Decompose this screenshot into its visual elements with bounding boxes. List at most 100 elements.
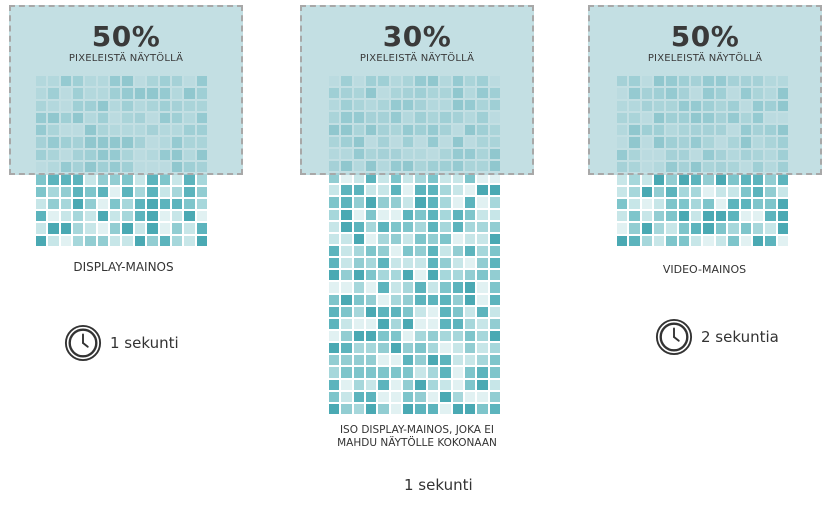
pixel-tile xyxy=(477,331,488,342)
pixel-tile xyxy=(85,174,96,185)
display-ad-label: DISPLAY-MAINOS xyxy=(73,260,174,274)
pixel-tile xyxy=(629,211,640,222)
pixel-tile xyxy=(415,185,426,196)
pixel-tile xyxy=(196,211,207,222)
pixel-tile xyxy=(378,221,389,232)
pixel-tile xyxy=(477,270,488,281)
pixel-tile xyxy=(452,343,463,354)
pixel-tile xyxy=(341,367,352,378)
pixel-tile xyxy=(60,198,72,210)
pixel-tile xyxy=(403,355,414,366)
pixel-tile xyxy=(341,318,352,329)
pixel-tile xyxy=(427,318,439,329)
pixel-tile xyxy=(464,185,476,196)
pixel-tile xyxy=(777,174,788,185)
pixel-tile xyxy=(728,223,739,234)
pixel-tile xyxy=(489,270,500,281)
pixel-tile xyxy=(378,355,389,366)
pixel-tile xyxy=(366,294,377,305)
pixel-tile xyxy=(329,306,340,317)
pixel-tile xyxy=(678,174,690,185)
pixel-tile xyxy=(196,174,207,185)
pixel-tile xyxy=(415,282,426,293)
pixel-tile xyxy=(353,173,365,184)
pixel-tile xyxy=(122,223,133,234)
pixel-tile xyxy=(353,343,365,354)
pixel-tile xyxy=(403,185,414,196)
pixel-tile xyxy=(752,223,764,234)
pixel-tile xyxy=(440,270,451,281)
pixel-tile xyxy=(366,367,377,378)
pixel-tile xyxy=(329,343,340,354)
large-display-ad-label: ISO DISPLAY-MAINOS, JOKA EI MAHDU NÄYTÖL… xyxy=(300,424,534,450)
pixel-tile xyxy=(641,235,653,246)
pixel-tile xyxy=(184,186,195,197)
pixel-tile xyxy=(73,223,84,234)
pixel-tile xyxy=(666,198,677,210)
pixel-tile xyxy=(36,223,47,234)
pixel-tile xyxy=(666,186,677,197)
pixel-tile xyxy=(403,343,414,354)
pixel-tile xyxy=(440,367,451,378)
pixel-tile xyxy=(159,211,170,222)
pixel-tile xyxy=(427,258,439,269)
pixel-tile xyxy=(184,198,195,210)
pixel-tile xyxy=(97,198,109,210)
pixel-tile xyxy=(654,198,665,210)
pixel-tile xyxy=(415,403,426,414)
pixel-tile xyxy=(329,197,340,208)
pixel-tile xyxy=(341,209,352,220)
large-display-ad-viewport-overlay: 30% PIXELEISTÄ NÄYTÖLLÄ xyxy=(300,5,534,175)
pixel-tile xyxy=(36,174,47,185)
pixel-tile xyxy=(464,270,476,281)
pixel-tile xyxy=(353,270,365,281)
pixel-tile xyxy=(415,221,426,232)
pixel-tile xyxy=(489,367,500,378)
pixel-tile xyxy=(415,197,426,208)
pixel-tile xyxy=(97,174,109,185)
pixel-tile xyxy=(452,318,463,329)
pixel-tile xyxy=(48,198,59,210)
pixel-tile xyxy=(378,282,389,293)
pixel-tile xyxy=(390,221,402,232)
pixel-tile xyxy=(353,233,365,244)
pixel-tile xyxy=(752,198,764,210)
pixel-tile xyxy=(403,258,414,269)
pixel-tile xyxy=(73,186,84,197)
pixel-tile xyxy=(341,173,352,184)
pixel-tile xyxy=(477,258,488,269)
pixel-tile xyxy=(329,318,340,329)
pixel-tile xyxy=(36,235,47,246)
pixel-tile xyxy=(73,235,84,246)
large-display-viewport-percent: 30% xyxy=(382,20,452,53)
pixel-tile xyxy=(703,174,714,185)
pixel-tile xyxy=(403,173,414,184)
pixel-tile xyxy=(440,173,451,184)
pixel-tile xyxy=(60,174,72,185)
pixel-tile xyxy=(134,174,146,185)
pixel-tile xyxy=(477,246,488,257)
pixel-tile xyxy=(403,221,414,232)
pixel-tile xyxy=(464,355,476,366)
pixel-tile xyxy=(452,391,463,402)
pixel-tile xyxy=(427,282,439,293)
pixel-tile xyxy=(477,318,488,329)
pixel-tile xyxy=(452,306,463,317)
pixel-tile xyxy=(403,270,414,281)
pixel-tile xyxy=(415,355,426,366)
pixel-tile xyxy=(427,185,439,196)
pixel-tile xyxy=(329,258,340,269)
pixel-tile xyxy=(403,318,414,329)
pixel-tile xyxy=(390,197,402,208)
pixel-tile xyxy=(464,367,476,378)
pixel-tile xyxy=(464,173,476,184)
pixel-tile xyxy=(666,211,677,222)
pixel-tile xyxy=(703,235,714,246)
pixel-tile xyxy=(48,235,59,246)
pixel-tile xyxy=(378,367,389,378)
pixel-tile xyxy=(366,258,377,269)
pixel-tile xyxy=(390,355,402,366)
pixel-tile xyxy=(703,198,714,210)
pixel-tile xyxy=(110,235,121,246)
pixel-tile xyxy=(159,198,170,210)
